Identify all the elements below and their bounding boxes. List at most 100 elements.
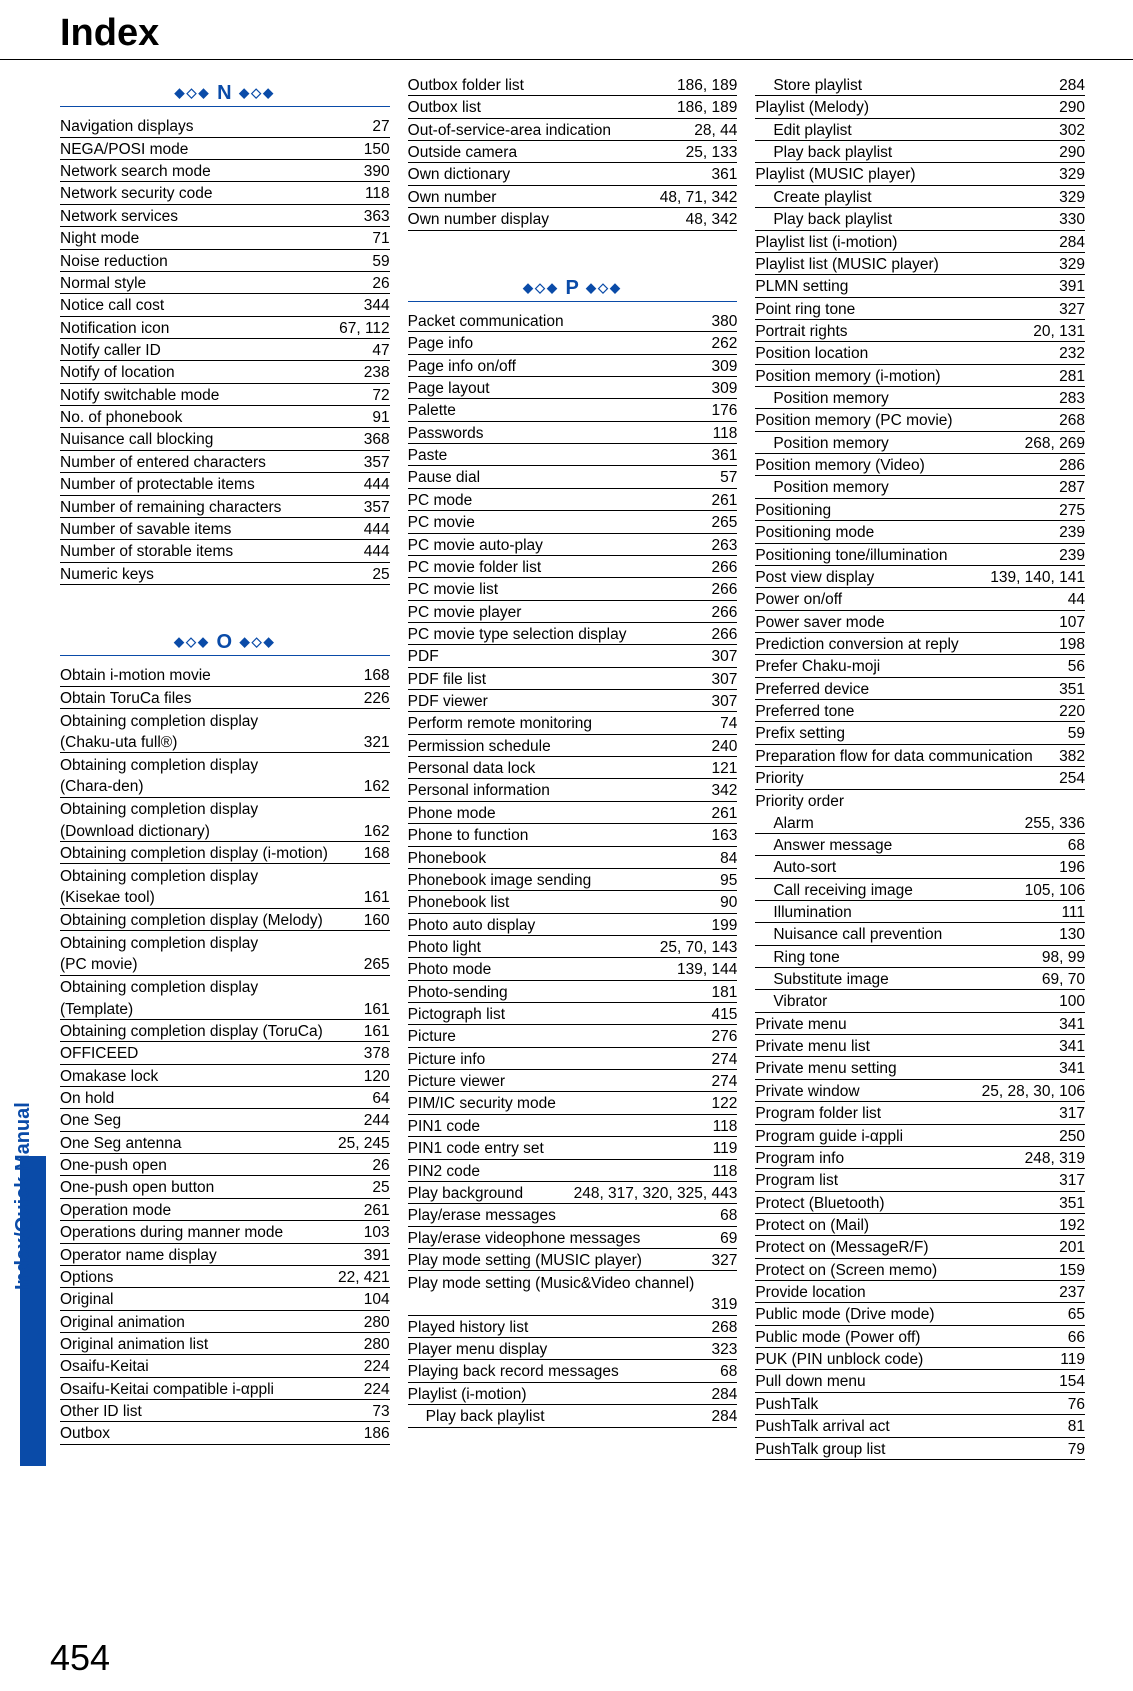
- entry-page: 26: [372, 1157, 389, 1174]
- entry-page: 119: [1060, 1351, 1085, 1368]
- entry-label: Passwords: [408, 425, 713, 442]
- entry-label: Ring tone: [755, 949, 1042, 966]
- entry-label: Position memory (Video): [755, 457, 1059, 474]
- entry-page: 444: [364, 543, 390, 560]
- entry-page: 254: [1059, 770, 1085, 787]
- index-entry: Outbox folder list186, 189: [408, 74, 738, 96]
- entry-label: PIM/IC security mode: [408, 1095, 712, 1112]
- index-entry: Play/erase messages68: [408, 1204, 738, 1226]
- entry-page: 380: [711, 313, 737, 330]
- index-entry: PIM/IC security mode122: [408, 1092, 738, 1114]
- entry-page: 64: [372, 1090, 389, 1107]
- entry-page: 91: [372, 409, 389, 426]
- index-entry: Obtaining completion display: [60, 976, 390, 998]
- entry-label: Playlist list (MUSIC player): [755, 256, 1059, 273]
- entry-page: 72: [372, 387, 389, 404]
- entry-label: Call receiving image: [755, 882, 1024, 899]
- entry-page: 341: [1059, 1016, 1085, 1033]
- entry-page: 120: [364, 1068, 390, 1085]
- entry-label: Network services: [60, 208, 364, 225]
- index-entry: Obtaining completion display: [60, 931, 390, 953]
- entry-page: 186, 189: [677, 77, 737, 94]
- index-entry: PIN2 code118: [408, 1160, 738, 1182]
- index-entry: Position memory (Video)286: [755, 454, 1085, 476]
- index-entry: Picture info274: [408, 1048, 738, 1070]
- entry-label: Preferred tone: [755, 703, 1059, 720]
- index-entry: PushTalk group list79: [755, 1438, 1085, 1460]
- entry-page: 25: [372, 1179, 389, 1196]
- entry-label: Photo light: [408, 939, 660, 956]
- section-letter: P: [559, 277, 586, 299]
- entry-label: Obtaining completion display: [60, 979, 390, 996]
- index-entry: Original animation list280: [60, 1333, 390, 1355]
- entry-page: 20, 131: [1033, 323, 1085, 340]
- entry-page: 284: [1059, 234, 1085, 251]
- index-entry: Notification icon67, 112: [60, 317, 390, 339]
- entry-page: 107: [1059, 614, 1085, 631]
- spacer: [408, 231, 738, 269]
- entry-page: 266: [711, 626, 737, 643]
- entry-label: Phone mode: [408, 805, 712, 822]
- entry-label: One-push open button: [60, 1179, 372, 1196]
- index-entry: Network search mode390: [60, 160, 390, 182]
- index-entry: Protect on (MessageR/F)201: [755, 1236, 1085, 1258]
- index-entry: Store playlist284: [755, 74, 1085, 96]
- entry-page: 391: [1059, 278, 1085, 295]
- entry-label: PC mode: [408, 492, 712, 509]
- entry-page: 27: [372, 118, 389, 135]
- entry-page: 280: [364, 1314, 390, 1331]
- entry-page: 84: [720, 850, 737, 867]
- entry-label: Own number display: [408, 211, 686, 228]
- entry-label: (Download dictionary): [60, 823, 364, 840]
- entry-label: Provide location: [755, 1284, 1059, 1301]
- index-entry: Night mode71: [60, 227, 390, 249]
- entry-page: 444: [364, 521, 390, 538]
- index-entry: Number of protectable items444: [60, 473, 390, 495]
- entry-label: Obtaining completion display: [60, 868, 390, 885]
- entry-label: Original: [60, 1291, 364, 1308]
- entry-page: 90: [720, 894, 737, 911]
- entry-label: Portrait rights: [755, 323, 1033, 340]
- index-entry: PIN1 code118: [408, 1115, 738, 1137]
- deco-left: ◆◇◆: [175, 85, 211, 100]
- entry-page: 186, 189: [677, 99, 737, 116]
- entry-label: Notice call cost: [60, 297, 364, 314]
- entry-page: 244: [364, 1112, 390, 1129]
- entry-label: Pictograph list: [408, 1006, 712, 1023]
- entry-label: Photo-sending: [408, 984, 712, 1001]
- section-letter: N: [211, 82, 240, 104]
- entry-label: Personal data lock: [408, 760, 712, 777]
- index-entry: Notice call cost344: [60, 294, 390, 316]
- entry-page: 104: [364, 1291, 390, 1308]
- index-entry: Prefix setting59: [755, 722, 1085, 744]
- entry-page: 286: [1059, 457, 1085, 474]
- entry-label: Perform remote monitoring: [408, 715, 720, 732]
- index-entry: Positioning275: [755, 499, 1085, 521]
- entry-label: Public mode (Drive mode): [755, 1306, 1067, 1323]
- index-entry: Personal data lock121: [408, 757, 738, 779]
- entry-label: Obtain i-motion movie: [60, 667, 364, 684]
- entry-label: Program guide i-αppli: [755, 1128, 1059, 1145]
- entry-page: 329: [1059, 256, 1085, 273]
- deco-right: ◆◇◆: [240, 634, 276, 649]
- index-entry: PC movie folder list266: [408, 556, 738, 578]
- entry-page: 100: [1059, 993, 1085, 1010]
- entry-label: (Template): [60, 1001, 364, 1018]
- index-entry: Notify caller ID47: [60, 339, 390, 361]
- index-entry: Number of storable items444: [60, 540, 390, 562]
- entry-label: OFFICEED: [60, 1045, 364, 1062]
- entry-label: Notify caller ID: [60, 342, 372, 359]
- page-number: 454: [50, 1637, 110, 1679]
- index-entry: Position memory (PC movie)268: [755, 409, 1085, 431]
- index-entry: No. of phonebook91: [60, 406, 390, 428]
- index-entry: (Template)161: [60, 998, 390, 1020]
- index-entry: Playlist list (i-motion)284: [755, 231, 1085, 253]
- entry-label: Prediction conversion at reply: [755, 636, 1059, 653]
- entry-label: NEGA/POSI mode: [60, 141, 364, 158]
- index-entry: Obtaining completion display (Melody)160: [60, 909, 390, 931]
- entry-page: 266: [711, 559, 737, 576]
- index-entry: Playlist (MUSIC player)329: [755, 163, 1085, 185]
- entry-page: 198: [1059, 636, 1085, 653]
- index-entry: Phone to function163: [408, 824, 738, 846]
- entry-page: 130: [1059, 926, 1085, 943]
